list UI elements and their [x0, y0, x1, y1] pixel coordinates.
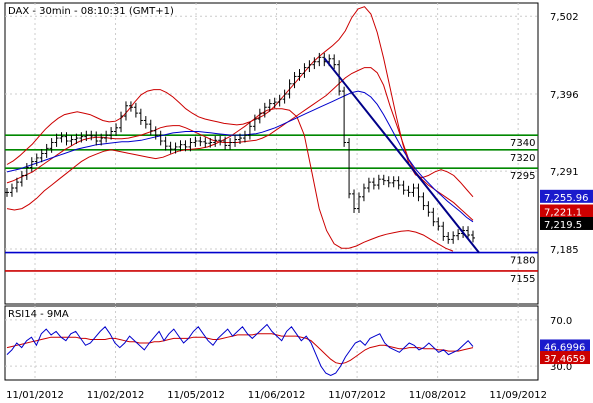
- price-tag-label: 7,255.96: [544, 193, 589, 204]
- level-label-7180: 7180: [510, 256, 535, 267]
- x-tick-label: 11/07/2012: [328, 390, 386, 401]
- price-tick-label: 7,396: [550, 90, 579, 101]
- level-label-7155: 7155: [510, 274, 535, 285]
- price-tag-label: 7,219.5: [544, 220, 582, 231]
- bollinger-lower-line: [6, 108, 454, 252]
- x-tick-label: 11/06/2012: [248, 390, 306, 401]
- x-tick-label: 11/09/2012: [489, 390, 547, 401]
- price-tag: [540, 204, 593, 218]
- x-axis: 11/01/2012 11/02/2012 11/05/2012 11/06/2012…: [6, 390, 547, 401]
- rsi-value-tag-label: 46.6996: [544, 342, 585, 353]
- rsi-title: RSI14 - 9MA: [8, 309, 69, 320]
- level-label-7320: 7320: [510, 153, 535, 164]
- chart-title: DAX - 30min - 08:10:31 (GMT+1): [8, 6, 174, 17]
- rsi-plot-frame: [4, 305, 539, 381]
- bollinger-upper-line: [6, 6, 474, 198]
- rsi-value-tag: [540, 351, 590, 365]
- price-tick-label: 7,291: [550, 167, 579, 178]
- rsi-ma-line: [6, 333, 474, 365]
- price-panel: 7,502 7,396 7,291 7,185 7340 7320 7295 7180 7155…: [4, 2, 593, 322]
- price-tag: [540, 189, 593, 203]
- level-label-7340: 7340: [510, 138, 535, 149]
- rsi-tick-label: 70.0: [550, 316, 572, 327]
- price-plot-frame: [4, 2, 539, 305]
- rsi-value-tag: [540, 339, 590, 353]
- rsi-line: [6, 323, 474, 376]
- price-tag-label: 7,221.1: [544, 207, 582, 218]
- x-tick-label: 11/01/2012: [6, 390, 64, 401]
- rsi-value-tag-label: 37.4659: [544, 354, 585, 365]
- rsi-tick-label: 30.0: [550, 362, 572, 373]
- price-tick-label: 7,185: [550, 245, 579, 256]
- level-label-7295: 7295: [510, 171, 535, 182]
- x-tick-label: 11/05/2012: [167, 390, 225, 401]
- trendline: [323, 57, 480, 254]
- price-tick-label: 7,502: [550, 12, 579, 23]
- x-tick-label: 11/02/2012: [87, 390, 145, 401]
- x-tick-label: 11/08/2012: [409, 390, 467, 401]
- price-tag: [540, 216, 593, 230]
